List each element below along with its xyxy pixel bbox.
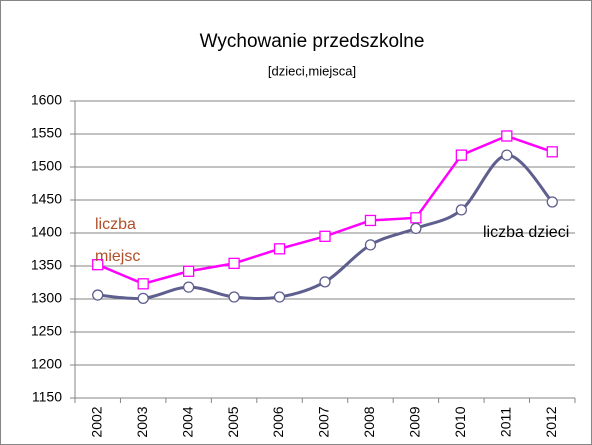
marker — [92, 289, 104, 301]
y-tick-label: 1200 — [31, 356, 62, 372]
marker — [319, 276, 331, 288]
marker — [137, 278, 149, 290]
marker — [228, 291, 240, 303]
marker — [137, 292, 149, 304]
x-tick-label: 2002 — [88, 406, 104, 437]
x-tick-label: 2011 — [498, 407, 514, 437]
y-tick-label: 1450 — [31, 191, 62, 207]
marker — [410, 212, 422, 224]
x-tick-label: 2008 — [361, 406, 377, 437]
x-tick-label: 2005 — [225, 406, 241, 437]
marker — [546, 196, 558, 208]
x-tick-label: 2006 — [270, 406, 286, 437]
x-tick-label: 2009 — [407, 406, 423, 437]
marker — [501, 149, 513, 161]
x-tick-label: 2004 — [179, 406, 195, 437]
y-tick-label: 1250 — [31, 323, 62, 339]
y-tick-label: 1300 — [31, 290, 62, 306]
marker — [273, 243, 286, 255]
marker — [228, 257, 240, 270]
marker — [319, 230, 331, 242]
x-tick-label: 2010 — [452, 406, 468, 437]
marker — [546, 146, 558, 158]
marker — [410, 222, 422, 235]
marker — [455, 204, 468, 216]
y-tick-label: 1350 — [31, 257, 62, 273]
marker — [501, 130, 513, 142]
marker — [92, 259, 104, 271]
marker — [364, 239, 377, 251]
y-tick-label: 1550 — [31, 125, 62, 141]
series-label: liczba dzieci — [483, 224, 569, 241]
chart-title: Wychowanie przedszkolne — [200, 31, 425, 52]
y-tick-label: 1150 — [32, 389, 62, 405]
y-tick-label: 1500 — [31, 158, 62, 174]
marker — [182, 265, 195, 277]
x-tick-label: 2012 — [543, 406, 559, 437]
y-tick-label: 1600 — [31, 92, 62, 108]
marker — [182, 281, 195, 293]
x-tick-label: 2007 — [316, 406, 332, 437]
x-tick-label: 2003 — [134, 406, 150, 437]
marker — [455, 149, 468, 161]
marker — [273, 291, 286, 303]
chart-subtitle: [dzieci,miejsca] — [268, 63, 356, 78]
y-tick-label: 1400 — [31, 224, 62, 240]
marker — [364, 214, 377, 227]
series-label: liczba miejsc — [95, 216, 140, 265]
